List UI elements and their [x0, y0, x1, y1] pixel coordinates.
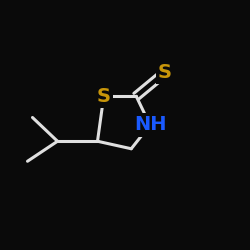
Text: S: S [97, 87, 111, 106]
Text: NH: NH [134, 116, 166, 134]
Text: S: S [158, 63, 172, 82]
